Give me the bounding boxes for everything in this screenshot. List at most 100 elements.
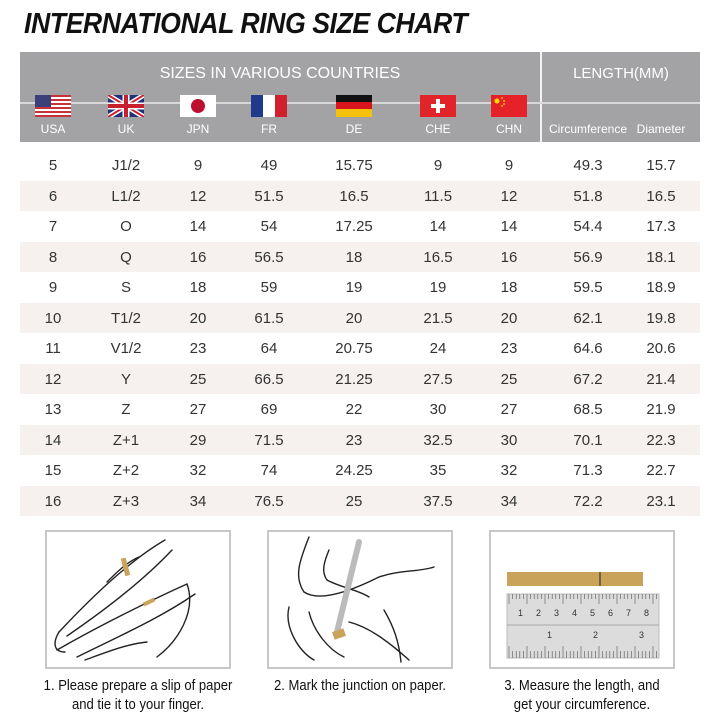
ruler-mark: 1 — [518, 608, 523, 618]
cell-circumference: 59.5 — [573, 279, 603, 296]
cell-jpn: 32 — [189, 462, 207, 479]
cell-fr: 61.5 — [254, 309, 284, 327]
ruler-mark: 2 — [593, 630, 598, 640]
cell-usa: 5 — [48, 157, 58, 174]
switzerland-flag-icon — [420, 95, 456, 117]
cell-che: 11.5 — [423, 187, 453, 205]
column-label-uk: UK — [117, 122, 135, 136]
cell-usa: 11 — [45, 340, 61, 357]
table-row: 8 Q 16 56.5 18 16.5 16 56.9 18.1 — [20, 241, 700, 272]
cell-chn: 12 — [500, 187, 518, 205]
cell-de: 23 — [345, 431, 363, 449]
china-flag-icon — [491, 95, 527, 117]
cell-uk: L1/2 — [111, 187, 141, 205]
cell-chn: 9 — [504, 157, 514, 174]
cell-uk: V1/2 — [110, 340, 142, 357]
cell-de: 20.75 — [335, 340, 373, 357]
cell-che: 24 — [429, 340, 447, 357]
ruler-icon: 1 2 3 4 5 6 7 8 1 2 3 — [506, 572, 660, 659]
cell-usa: 12 — [44, 370, 62, 388]
countries-heading: SIZES IN VARIOUS COUNTRIES — [159, 65, 401, 82]
ruler-mark: 4 — [572, 608, 577, 618]
cell-jpn: 14 — [189, 218, 207, 235]
cell-diameter: 22.7 — [646, 462, 676, 479]
cell-de: 15.75 — [335, 157, 373, 174]
cell-uk: Z+1 — [112, 431, 140, 449]
ruler-mark: 8 — [644, 608, 649, 618]
uk-flag-icon — [108, 95, 144, 117]
step-2-caption: 2. Mark the junction on paper. — [252, 677, 468, 696]
cell-fr: 76.5 — [254, 492, 284, 510]
cell-che: 21.5 — [423, 309, 453, 327]
cell-diameter: 18.9 — [646, 279, 676, 296]
cell-de: 17.25 — [335, 218, 373, 235]
cell-jpn: 34 — [189, 492, 207, 510]
cell-uk: Z+3 — [112, 492, 140, 510]
column-label-usa: USA — [40, 122, 66, 136]
cell-che: 9 — [433, 157, 443, 174]
cell-circumference: 62.1 — [573, 309, 603, 327]
cell-diameter: 15.7 — [646, 157, 676, 174]
cell-circumference: 51.8 — [573, 187, 603, 205]
cell-chn: 14 — [500, 218, 518, 235]
cell-che: 35 — [429, 462, 447, 479]
cell-diameter: 22.3 — [646, 431, 676, 449]
cell-diameter: 20.6 — [646, 340, 676, 357]
caption-line: 1. Please prepare a slip of paper — [43, 678, 233, 694]
cell-diameter: 21.9 — [646, 401, 676, 418]
cell-jpn: 12 — [189, 187, 207, 205]
cell-chn: 30 — [500, 431, 518, 449]
cell-circumference: 54.4 — [573, 218, 603, 235]
cell-circumference: 64.6 — [573, 340, 603, 357]
cell-uk: T1/2 — [110, 309, 142, 327]
table-row: 9 S 18 59 19 19 18 59.5 18.9 — [20, 272, 700, 303]
caption-line: 3. Measure the length, and — [504, 678, 660, 694]
cell-diameter: 19.8 — [646, 309, 676, 327]
cell-chn: 32 — [500, 462, 518, 479]
step-1-caption: 1. Please prepare a slip of paper and ti… — [30, 677, 246, 715]
cell-uk: Q — [120, 248, 132, 266]
cell-fr: 51.5 — [254, 187, 284, 205]
column-label-circumference: Circumference — [548, 122, 628, 136]
cell-chn: 18 — [500, 279, 518, 296]
cell-che: 16.5 — [423, 248, 453, 266]
ruler-mark: 7 — [626, 608, 631, 618]
cell-de: 21.25 — [335, 370, 373, 388]
cell-circumference: 56.9 — [573, 248, 603, 266]
cell-circumference: 68.5 — [573, 401, 603, 418]
cell-uk: S — [120, 279, 132, 296]
ruler-mark: 2 — [536, 608, 541, 618]
step-1-illustration — [45, 530, 231, 669]
step-3-illustration: 1 2 3 4 5 6 7 8 1 2 3 — [489, 530, 675, 669]
cell-jpn: 18 — [189, 279, 207, 296]
cell-fr: 74 — [260, 462, 278, 479]
divider — [540, 52, 542, 142]
cell-jpn: 29 — [189, 431, 207, 449]
cell-diameter: 21.4 — [646, 370, 676, 388]
cell-circumference: 70.1 — [573, 431, 603, 449]
cell-uk: Z+2 — [112, 462, 140, 479]
table-row: 7 O 14 54 17.25 14 14 54.4 17.3 — [20, 211, 700, 242]
page-title: INTERNATIONAL RING SIZE CHART — [24, 8, 468, 40]
cell-chn: 25 — [500, 370, 518, 388]
cell-usa: 15 — [44, 462, 62, 479]
cell-fr: 56.5 — [254, 248, 284, 266]
cell-usa: 7 — [48, 218, 58, 235]
cell-jpn: 16 — [189, 248, 207, 266]
cell-fr: 66.5 — [254, 370, 284, 388]
column-label-fr: FR — [261, 122, 277, 136]
cell-jpn: 27 — [189, 401, 207, 418]
cell-de: 25 — [345, 492, 363, 510]
cell-uk: J1/2 — [111, 157, 141, 174]
cell-chn: 16 — [500, 248, 518, 266]
cell-uk: O — [120, 218, 132, 235]
table-row: 12 Y 25 66.5 21.25 27.5 25 67.2 21.4 — [20, 363, 700, 394]
cell-diameter: 16.5 — [646, 187, 676, 205]
cell-usa: 9 — [48, 279, 58, 296]
cell-chn: 23 — [500, 340, 518, 357]
cell-uk: Z — [121, 401, 131, 418]
cell-circumference: 49.3 — [573, 157, 603, 174]
table-row: 16 Z+3 34 76.5 25 37.5 34 72.2 23.1 — [20, 485, 700, 516]
cell-che: 32.5 — [423, 431, 453, 449]
cell-uk: Y — [120, 370, 132, 388]
